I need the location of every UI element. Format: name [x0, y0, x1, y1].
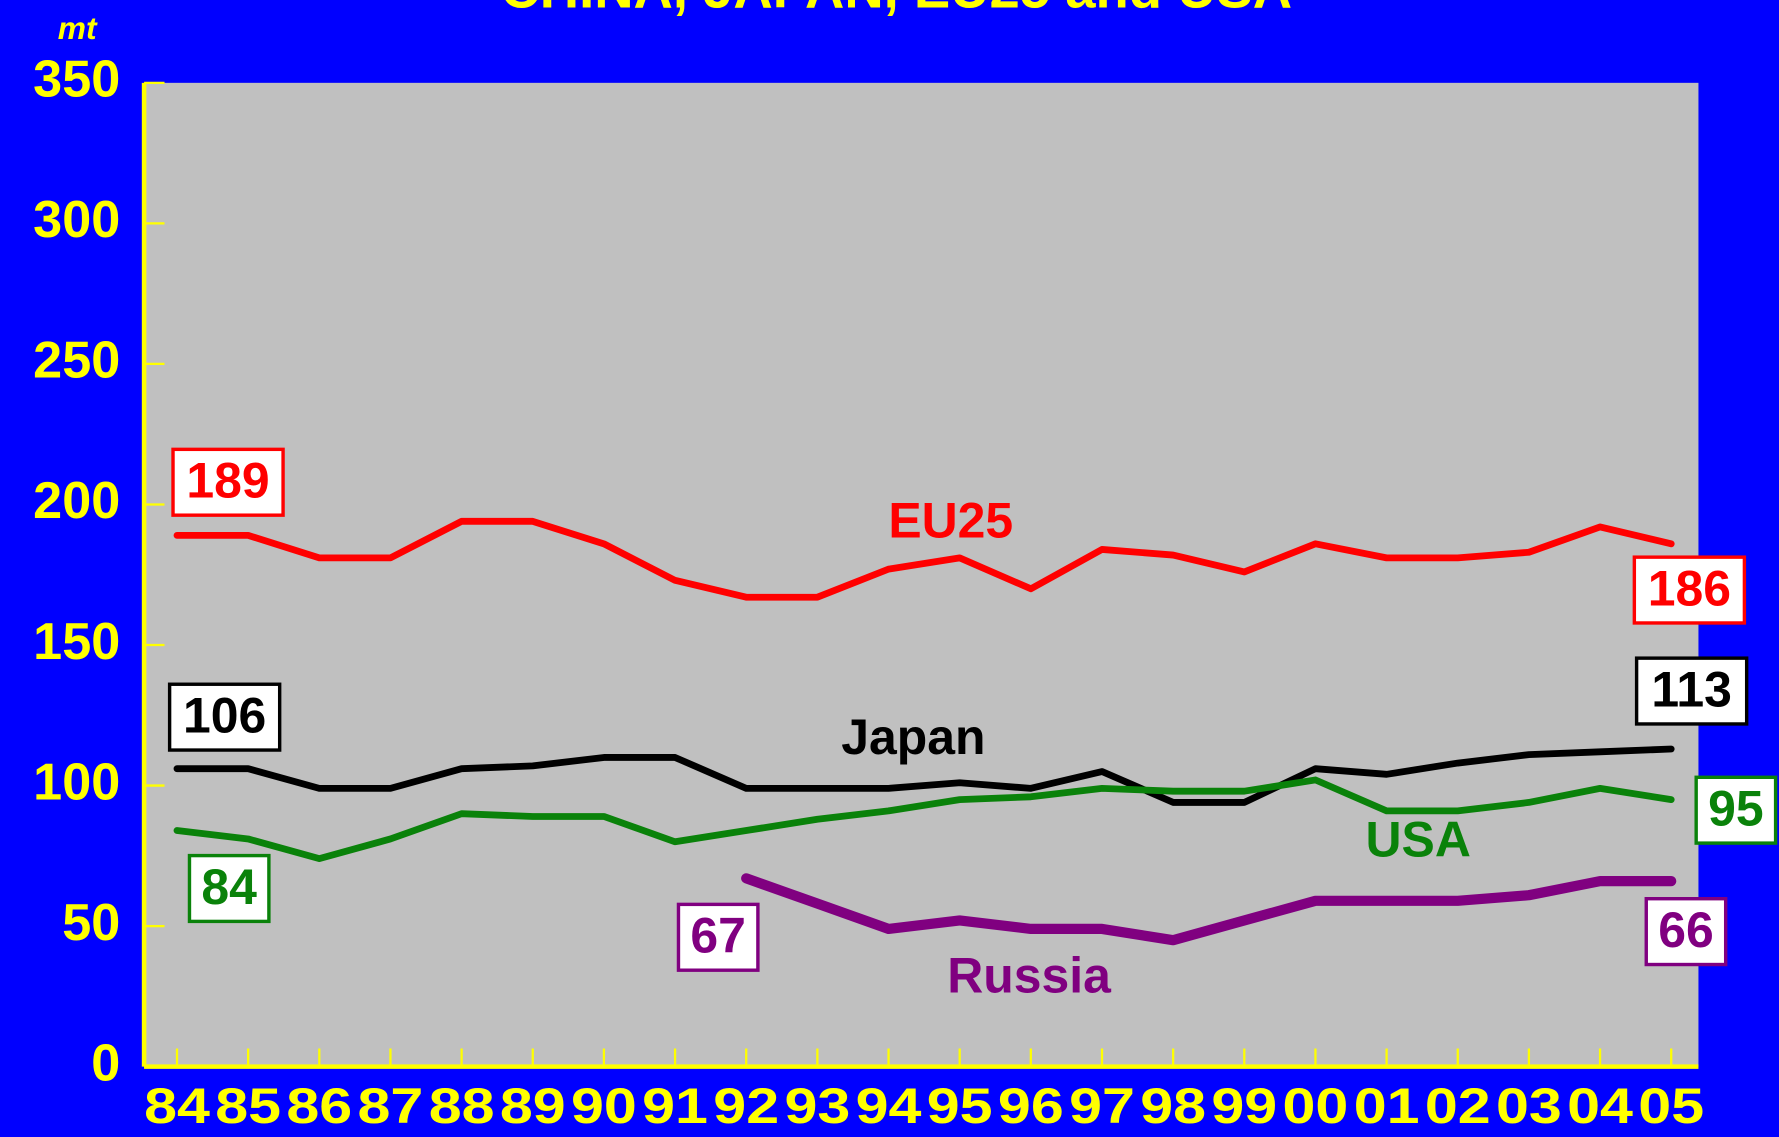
value-label-box [1694, 775, 1778, 845]
value-label-box [1634, 656, 1749, 726]
x-tick-label: 01 [1354, 1078, 1420, 1134]
plot-area [144, 82, 1699, 1067]
value-label: 113 [1651, 662, 1732, 718]
series-name: USA [1366, 811, 1471, 867]
series-name: Russia [947, 947, 1112, 1003]
y-tick-label: 50 [62, 894, 120, 952]
x-tick-label: 85 [215, 1078, 281, 1134]
x-tick-label: 04 [1567, 1078, 1633, 1134]
value-label-box [187, 853, 271, 924]
value-label-box [171, 447, 285, 517]
value-label: 95 [1708, 781, 1764, 837]
value-label-box [167, 682, 282, 752]
x-tick-label: 92 [713, 1078, 779, 1134]
y-tick-label: 300 [33, 191, 120, 249]
value-label: 186 [1648, 561, 1731, 617]
x-tick-label: 84 [144, 1078, 210, 1134]
x-tick-label: 03 [1496, 1078, 1562, 1134]
y-tick-label: 350 [33, 51, 120, 109]
x-tick-label: 97 [1069, 1078, 1135, 1134]
y-tick-label: 200 [33, 472, 120, 530]
x-tick-label: 96 [998, 1078, 1064, 1134]
value-label: 67 [690, 908, 746, 964]
x-tick-label: 90 [571, 1078, 637, 1134]
value-label: 189 [186, 453, 269, 509]
x-tick-label: 88 [429, 1078, 495, 1134]
y-tick-label: 250 [33, 332, 120, 390]
x-tick-label: 02 [1425, 1078, 1491, 1134]
y-tick-label: 100 [33, 753, 120, 811]
value-label: 106 [183, 688, 266, 744]
y-tick-label: 150 [33, 613, 120, 671]
x-tick-label: 89 [500, 1078, 566, 1134]
chart-title: CHINA, JAPAN, EU25 and USA [500, 0, 1292, 20]
series-line [173, 776, 1675, 863]
x-tick-label: 94 [856, 1078, 922, 1134]
x-tick-label: 98 [1140, 1078, 1206, 1134]
x-tick-label: 87 [358, 1078, 424, 1134]
series-line [741, 873, 1677, 946]
y-unit-label: mt [58, 10, 98, 46]
x-tick-label: 93 [784, 1078, 850, 1134]
series-line [173, 745, 1675, 806]
series-name: Japan [841, 709, 985, 765]
series-line [173, 517, 1675, 601]
series-name: EU25 [888, 492, 1013, 548]
value-label-box [1632, 555, 1747, 625]
x-tick-label: 86 [286, 1078, 352, 1134]
x-tick-label: 91 [642, 1078, 708, 1134]
x-tick-label: 99 [1211, 1078, 1277, 1134]
x-tick-label: 05 [1638, 1078, 1704, 1134]
y-tick-label: 0 [91, 1034, 120, 1092]
value-label: 84 [201, 859, 257, 915]
x-tick-label: 00 [1283, 1078, 1349, 1134]
value-label: 66 [1658, 902, 1714, 958]
value-label-box [676, 902, 760, 972]
x-tick-label: 95 [927, 1078, 993, 1134]
value-label-box [1644, 897, 1728, 967]
